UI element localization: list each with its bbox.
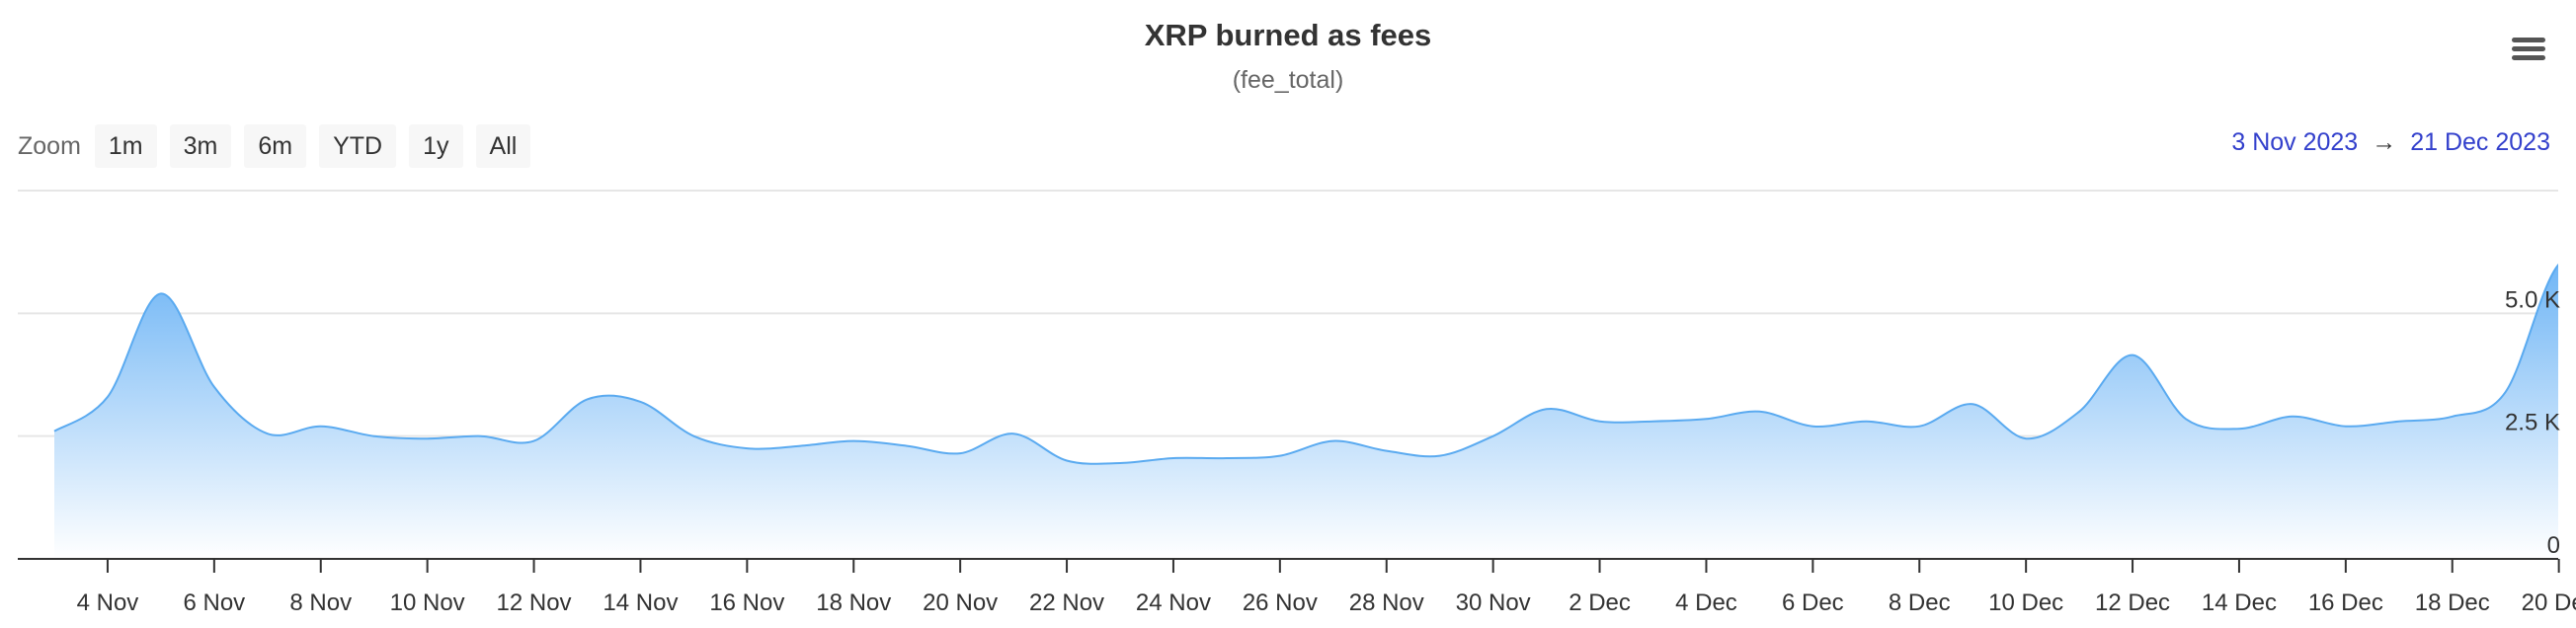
zoom-selector: Zoom 1m 3m 6m YTD 1y All — [18, 124, 543, 168]
range-arrow-icon: → — [2372, 128, 2397, 156]
x-tick-label: 20 Nov — [923, 589, 998, 616]
x-tick-label: 18 Dec — [2415, 589, 2490, 616]
x-tick-label: 4 Dec — [1675, 589, 1737, 616]
x-tick-label: 24 Nov — [1136, 589, 1211, 616]
zoom-6m-button[interactable]: 6m — [244, 124, 307, 168]
zoom-3m-button[interactable]: 3m — [169, 124, 232, 168]
x-tick-label: 12 Nov — [497, 589, 572, 616]
x-tick-label: 2 Dec — [1569, 589, 1631, 616]
x-tick-label: 6 Dec — [1782, 589, 1844, 616]
zoom-label: Zoom — [18, 131, 81, 160]
x-tick-label: 20 Dec — [2522, 589, 2576, 616]
x-tick-label: 30 Nov — [1456, 589, 1531, 616]
fee-total-line — [53, 263, 2558, 465]
zoom-ytd-button[interactable]: YTD — [319, 124, 397, 168]
range-from-date[interactable]: 3 Nov 2023 — [2231, 128, 2359, 156]
hamburger-menu-icon[interactable] — [2509, 34, 2548, 67]
chart-subtitle: (fee_total) — [1232, 66, 1344, 94]
date-range: 3 Nov 2023 → 21 Dec 2023 — [2231, 128, 2550, 157]
x-tick-label: 6 Nov — [183, 589, 245, 616]
chart-title: XRP burned as fees — [1144, 18, 1432, 52]
x-tick-label: 10 Dec — [1988, 589, 2063, 616]
x-tick-label: 14 Dec — [2202, 589, 2277, 616]
x-tick-label: 8 Nov — [289, 589, 352, 616]
x-tick-label: 4 Nov — [77, 589, 139, 616]
x-tick-label: 10 Nov — [390, 589, 465, 616]
range-to-date[interactable]: 21 Dec 2023 — [2410, 128, 2550, 156]
y-tick-label: 0 — [2547, 532, 2560, 559]
x-tick-label: 26 Nov — [1243, 589, 1318, 616]
y-tick-label: 5.0 K — [2505, 286, 2560, 313]
zoom-all-button[interactable]: All — [475, 124, 531, 168]
zoom-1y-button[interactable]: 1y — [409, 124, 463, 168]
x-tick-label: 16 Nov — [709, 589, 784, 616]
fee-total-area — [54, 265, 2558, 559]
x-tick-label: 22 Nov — [1029, 589, 1104, 616]
x-tick-label: 28 Nov — [1349, 589, 1424, 616]
x-tick-label: 14 Nov — [603, 589, 678, 616]
x-tick-label: 8 Dec — [1889, 589, 1951, 616]
x-tick-label: 16 Dec — [2308, 589, 2383, 616]
x-tick-label: 18 Nov — [816, 589, 891, 616]
zoom-1m-button[interactable]: 1m — [94, 124, 157, 168]
x-tick-label: 12 Dec — [2095, 589, 2170, 616]
y-tick-label: 2.5 K — [2505, 410, 2560, 436]
